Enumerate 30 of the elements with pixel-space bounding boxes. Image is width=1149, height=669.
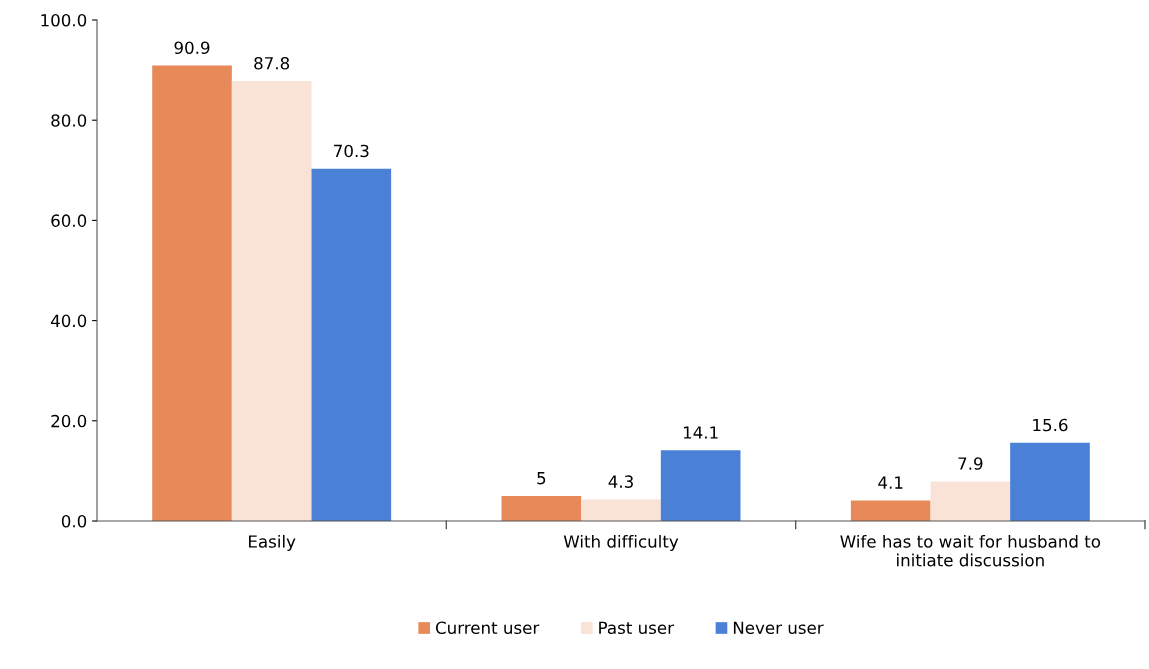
y-tick-label: 40.0 <box>50 314 87 328</box>
bar <box>1010 442 1090 521</box>
data-label: 4.3 <box>608 475 633 488</box>
y-tick-label: 20.0 <box>51 414 87 428</box>
data-label: 87.8 <box>254 56 290 70</box>
data-label: 90.9 <box>174 41 210 55</box>
data-label: 15.6 <box>1033 418 1068 432</box>
data-label: 70.3 <box>334 144 369 158</box>
bar <box>231 81 312 521</box>
data-label: 5 <box>537 472 546 485</box>
x-tick-label: Easily <box>249 534 296 552</box>
y-tick-label: 0.0 <box>61 514 87 528</box>
x-tick-label: With difficulty <box>563 534 679 552</box>
legend-label: Current user <box>435 621 540 635</box>
bar <box>581 499 661 521</box>
bar <box>152 65 232 521</box>
bar <box>660 450 741 521</box>
bar <box>311 168 392 521</box>
bar <box>930 481 1011 521</box>
legend-label: Past user <box>599 621 674 635</box>
x-tick-label: Wife has to wait for husband to initiate discussion <box>840 534 1101 567</box>
bar <box>501 495 582 521</box>
y-tick-label: 80.0 <box>51 114 87 127</box>
data-label: 4.1 <box>878 476 903 489</box>
y-tick-label: 100.0 <box>41 13 87 27</box>
data-label: 7.9 <box>958 457 983 470</box>
y-tick-label: 60.0 <box>51 214 87 227</box>
data-label: 14.1 <box>683 426 718 439</box>
bar <box>850 500 931 521</box>
legend-label: Never user <box>733 621 824 635</box>
